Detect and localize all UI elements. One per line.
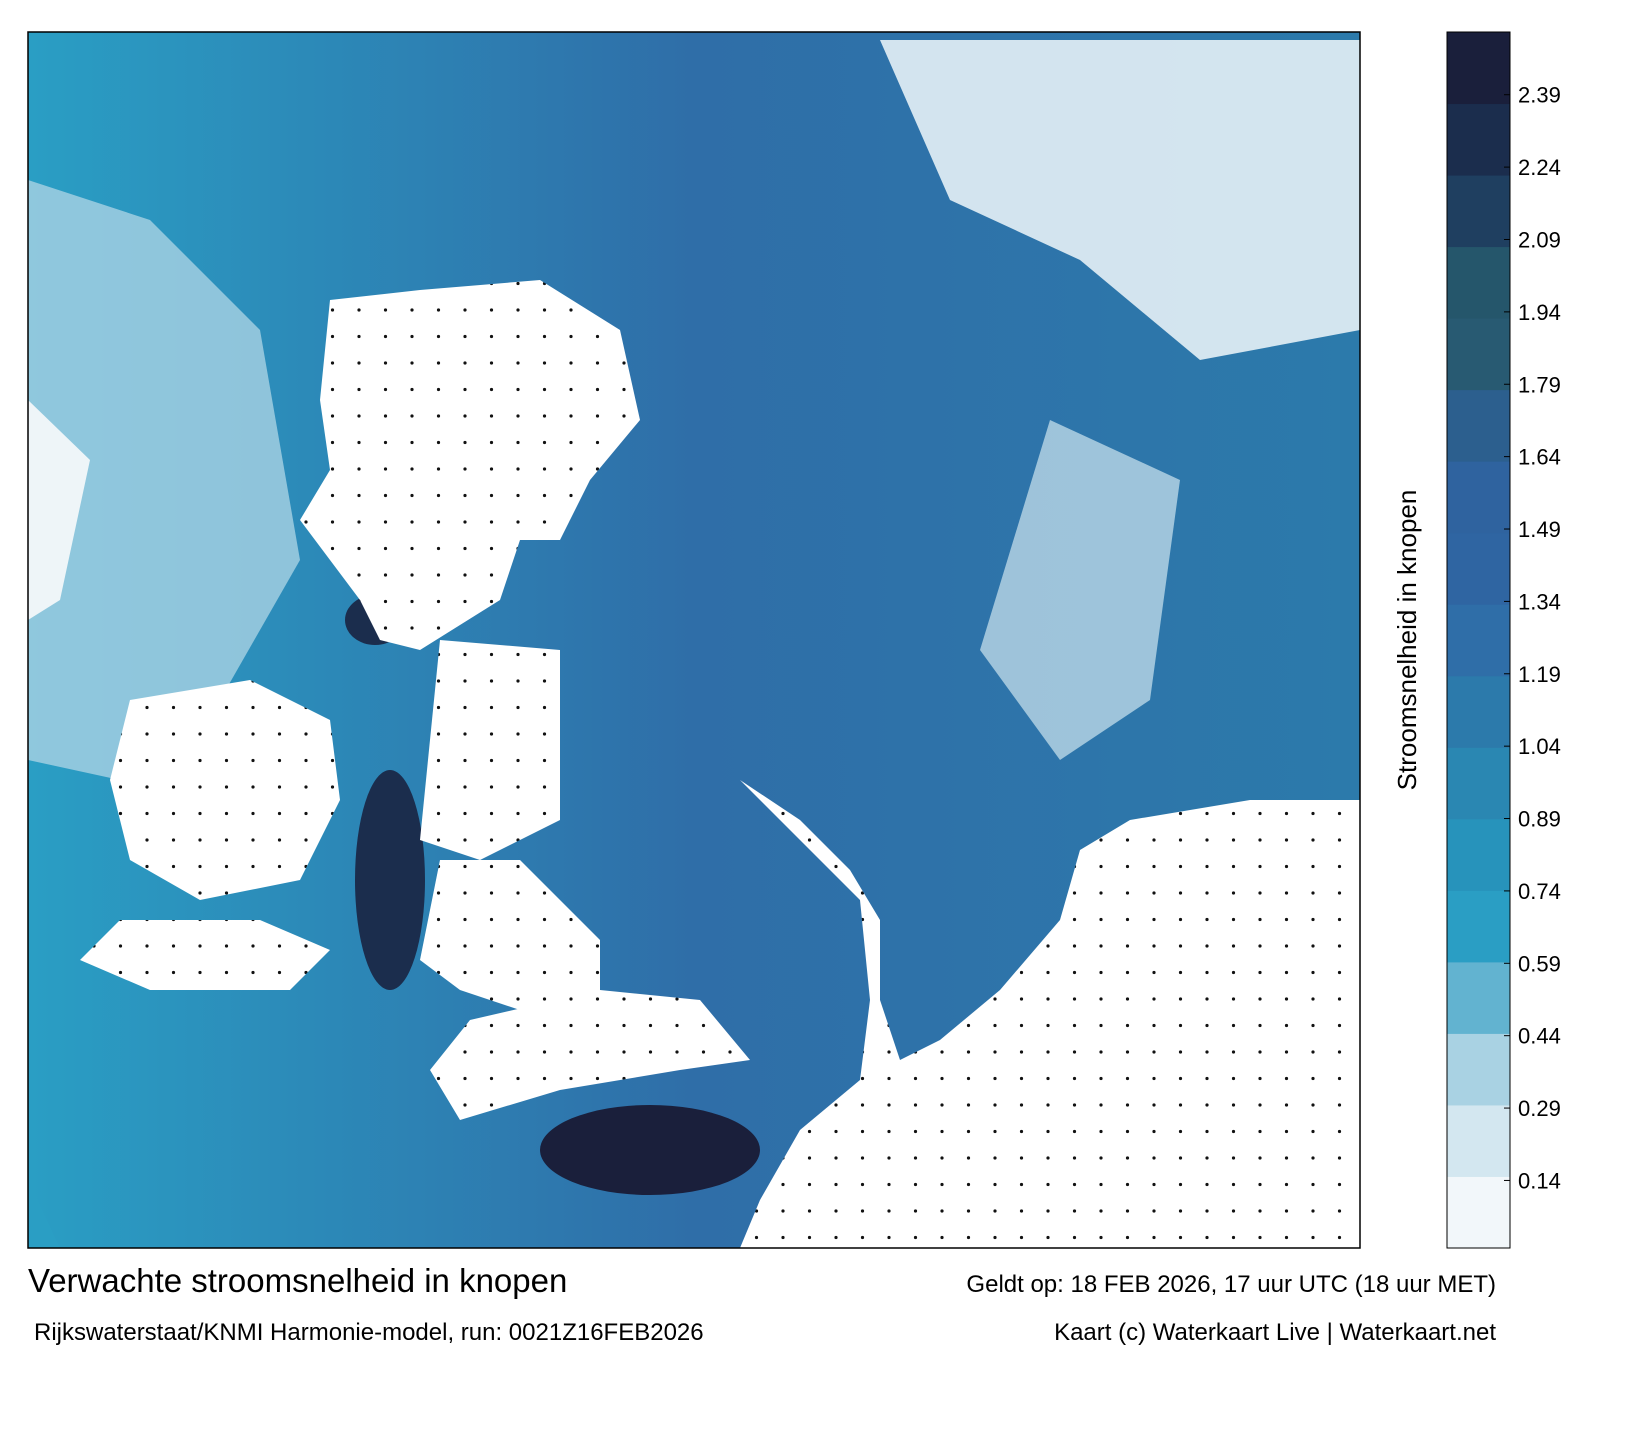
shallow-water (980, 420, 1180, 760)
colorbar-band (1447, 675, 1510, 748)
colorbar-band (1447, 389, 1510, 462)
valid-time: Geldt op: 18 FEB 2026, 17 uur UTC (18 uu… (966, 1271, 1496, 1298)
colorbar-band (1447, 103, 1510, 176)
colorbar-tick-label: 0.89 (1518, 807, 1561, 832)
colorbar-tick-label: 1.79 (1518, 372, 1561, 397)
land (420, 640, 560, 860)
colorbar-band (1447, 461, 1510, 534)
colorbar-band (1447, 604, 1510, 677)
subtitle: Rijkswaterstaat/KNMI Harmonie-model, run… (34, 1319, 704, 1346)
land (300, 280, 640, 650)
colorbar-band (1447, 318, 1510, 391)
shallow-water (880, 40, 1360, 360)
colorbar-tick-label: 2.39 (1518, 83, 1561, 108)
title: Verwachte stroomsnelheid in knopen (28, 1262, 567, 1299)
colorbar-tick-label: 1.34 (1518, 589, 1561, 614)
land (110, 680, 340, 900)
colorbar: 0.14 0.29 0.44 0.59 0.74 0.89 1.04 1.19 1.34 1.49… (1447, 32, 1561, 1249)
colorbar-tick-label: 1.64 (1518, 445, 1561, 470)
colorbar-tick-label: 0.74 (1518, 879, 1561, 904)
colorbar-band (1447, 961, 1510, 1034)
land (420, 860, 600, 1010)
colorbar-band (1447, 1176, 1510, 1249)
strong-current (540, 1105, 760, 1195)
colorbar-tick-label: 0.14 (1518, 1168, 1561, 1193)
colorbar-band (1447, 32, 1510, 105)
colorbar-tick-label: 0.44 (1518, 1024, 1561, 1049)
colorbar-band (1447, 175, 1510, 248)
land (430, 990, 750, 1120)
colorbar-tick-label: 1.19 (1518, 662, 1561, 687)
shallow-water (28, 400, 90, 620)
shallow-water (28, 180, 300, 780)
colorbar-label: Stroomsnelheid in knopen (1392, 490, 1422, 791)
colorbar-tick-label: 1.04 (1518, 734, 1561, 759)
colorbar-band (1447, 246, 1510, 319)
strong-current (355, 770, 425, 990)
credit: Kaart (c) Waterkaart Live | Waterkaart.n… (1054, 1319, 1496, 1346)
map-frame (27, 31, 1361, 1249)
colorbar-frame (1446, 31, 1511, 1249)
colorbar-tick-label: 2.24 (1518, 155, 1561, 180)
land (80, 920, 330, 990)
colorbar-band (1447, 532, 1510, 605)
sea (28, 1180, 60, 1248)
colorbar-tick-label: 1.49 (1518, 517, 1561, 542)
colorbar-band (1447, 747, 1510, 820)
colorbar-tick-label: 2.09 (1518, 227, 1561, 252)
colorbar-band (1447, 890, 1510, 963)
colorbar-tick-label: 1.94 (1518, 300, 1561, 325)
colorbar-band (1447, 1033, 1510, 1106)
colorbar-band (1447, 818, 1510, 891)
map (28, 32, 1360, 1248)
colorbar-tick-label: 0.29 (1518, 1096, 1561, 1121)
colorbar-band (1447, 1104, 1510, 1177)
colorbar-tick-label: 0.59 (1518, 951, 1561, 976)
land (740, 780, 1360, 1248)
